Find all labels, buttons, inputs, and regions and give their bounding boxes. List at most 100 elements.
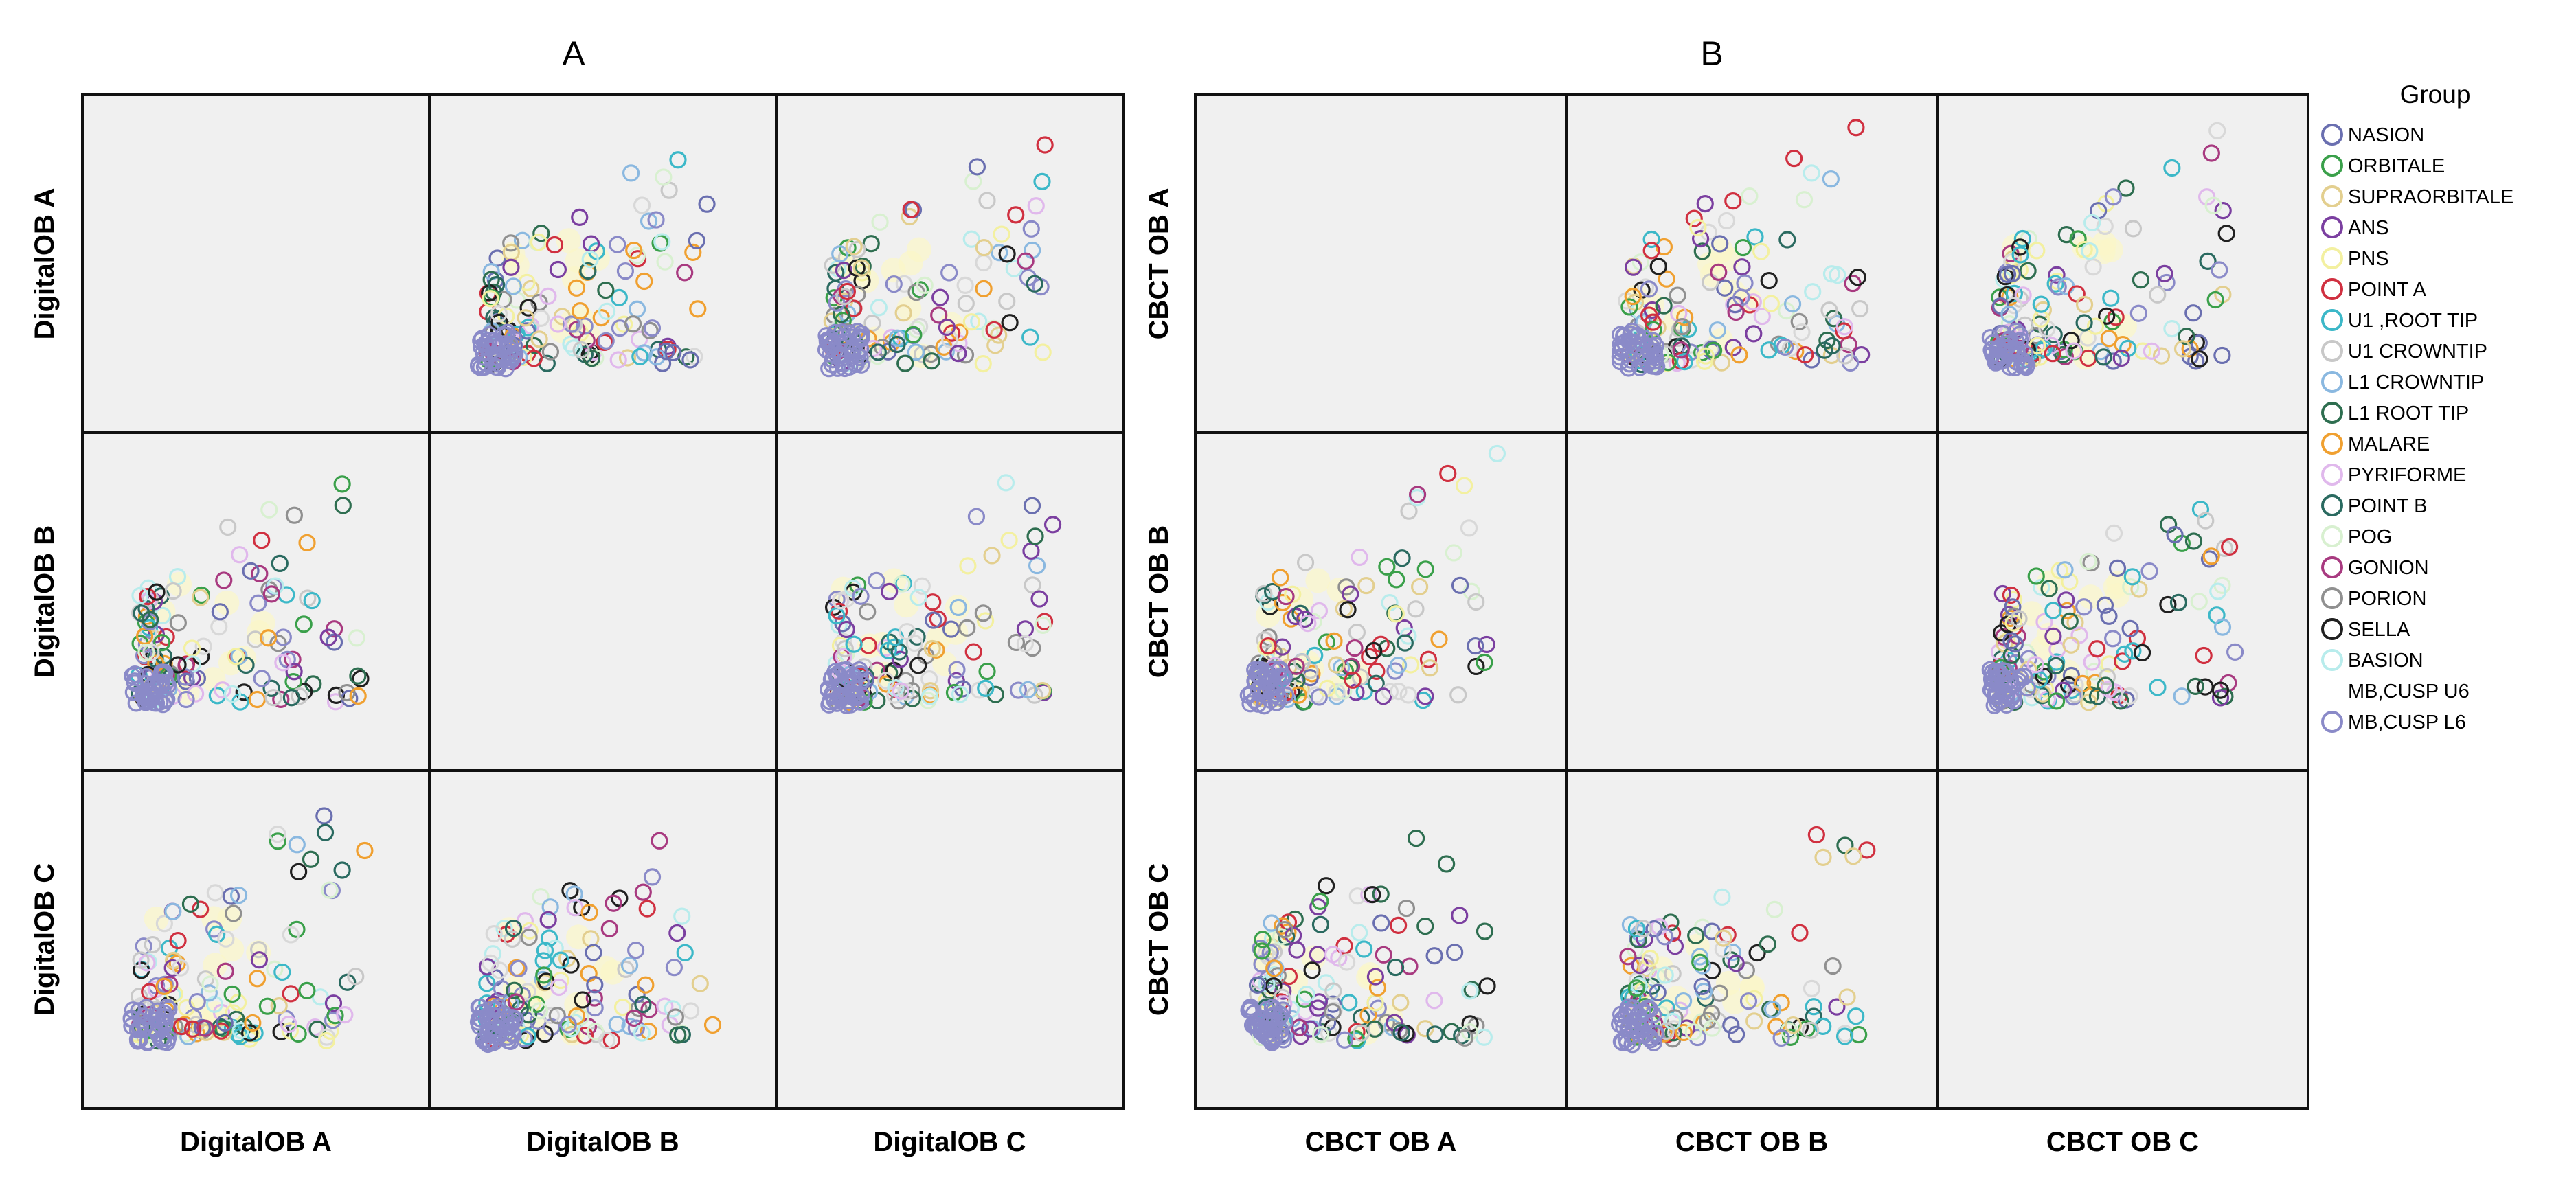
scatter-point bbox=[215, 571, 233, 589]
scatter-point bbox=[1664, 1024, 1682, 1042]
scatter-point bbox=[2112, 349, 2130, 367]
scatter-point bbox=[985, 321, 1003, 339]
scatter-point bbox=[2023, 689, 2041, 707]
scatter-point bbox=[1027, 197, 1045, 215]
scatter-point bbox=[668, 924, 686, 942]
scatter-point bbox=[1258, 665, 1276, 683]
scatter-point bbox=[888, 329, 906, 347]
scatter-point bbox=[583, 350, 601, 367]
scatter-point bbox=[991, 244, 1008, 262]
scatter-point bbox=[2058, 602, 2076, 619]
scatter-point bbox=[2191, 500, 2210, 519]
scatter-point bbox=[1656, 966, 1674, 984]
scatter-point bbox=[1997, 686, 2015, 704]
scatter-point bbox=[484, 335, 501, 353]
matrix-cell bbox=[1194, 769, 1568, 1110]
scatter-point bbox=[2158, 273, 2176, 292]
scatter-point bbox=[1619, 948, 1637, 966]
scatter-point bbox=[231, 1021, 249, 1040]
scatter-point bbox=[1239, 686, 1257, 704]
scatter-point bbox=[1732, 288, 1750, 306]
scatter-point bbox=[633, 196, 651, 214]
scatter-point bbox=[2123, 568, 2141, 586]
scatter-point bbox=[1625, 258, 1642, 276]
scatter-point bbox=[2050, 562, 2068, 580]
scatter-point bbox=[1351, 924, 1368, 942]
scatter-point bbox=[627, 1019, 645, 1037]
scatter-point bbox=[958, 619, 976, 637]
scatter-point bbox=[2047, 657, 2065, 674]
scatter-point bbox=[289, 1025, 307, 1043]
scatter-point bbox=[2181, 340, 2199, 358]
scatter-point bbox=[1451, 576, 1469, 594]
scatter-point bbox=[2211, 261, 2228, 279]
scatter-point bbox=[851, 693, 869, 711]
scatter-point bbox=[571, 302, 589, 320]
scatter-point bbox=[1714, 940, 1732, 958]
scatter-point bbox=[244, 1014, 262, 1032]
scatter-point bbox=[1016, 635, 1034, 652]
scatter-point bbox=[651, 832, 668, 850]
scatter-point bbox=[485, 925, 503, 943]
legend-item-label: NASION bbox=[2348, 124, 2424, 146]
scatter-point bbox=[2213, 618, 2232, 636]
scatter-point bbox=[148, 583, 166, 601]
scatter-point bbox=[262, 679, 280, 697]
scatter-point bbox=[836, 639, 854, 658]
scatter-point-shade bbox=[201, 667, 226, 692]
scatter-point bbox=[1614, 1034, 1631, 1051]
scatter-point bbox=[835, 333, 853, 351]
scatter-point bbox=[1710, 263, 1728, 281]
legend-title: Group bbox=[2400, 80, 2471, 109]
scatter-point bbox=[266, 960, 284, 978]
scatter-point bbox=[348, 629, 365, 647]
scatter-point bbox=[2044, 602, 2062, 619]
scatter-point bbox=[2044, 345, 2061, 363]
scatter-point bbox=[1992, 665, 2010, 683]
scatter-point bbox=[1820, 301, 1838, 319]
scatter-point bbox=[1460, 519, 1478, 537]
scatter-point bbox=[913, 577, 931, 595]
scatter-point bbox=[2097, 676, 2114, 694]
row-axis-label: CBCT OB A bbox=[1144, 188, 1174, 340]
scatter-point bbox=[916, 276, 934, 294]
scatter-cell-points bbox=[817, 136, 1054, 378]
scatter-point bbox=[177, 690, 195, 709]
scatter-point bbox=[2048, 272, 2066, 291]
scatter-point bbox=[1001, 314, 1019, 332]
scatter-point bbox=[216, 962, 234, 980]
scatter-point bbox=[869, 343, 887, 361]
scatter-point bbox=[2079, 552, 2097, 571]
scatter-point bbox=[2100, 655, 2118, 673]
scatter-point bbox=[698, 195, 716, 213]
scatter-point bbox=[2114, 652, 2132, 670]
scatter-point bbox=[669, 151, 687, 169]
scatter-point bbox=[844, 328, 861, 346]
scatter-point bbox=[665, 959, 683, 977]
scatter-point bbox=[1400, 502, 1418, 520]
scatter-point bbox=[1303, 961, 1321, 979]
scatter-point bbox=[574, 991, 591, 1009]
scatter-point bbox=[485, 1026, 503, 1045]
scatter-point bbox=[1630, 977, 1648, 995]
scatter-point bbox=[2124, 642, 2142, 660]
scatter-point bbox=[539, 911, 557, 929]
scatter-point bbox=[530, 330, 548, 348]
scatter-point-shade bbox=[2112, 314, 2137, 339]
scatter-point bbox=[624, 315, 642, 333]
scatter-point bbox=[1311, 1026, 1330, 1044]
scatter-point bbox=[1324, 946, 1342, 964]
scatter-point bbox=[1296, 554, 1315, 571]
scatter-point bbox=[1795, 191, 1814, 209]
scatter-point bbox=[2169, 593, 2188, 611]
scatter-point bbox=[169, 656, 187, 674]
scatter-point bbox=[1790, 312, 1808, 330]
scatter-point bbox=[1836, 836, 1854, 854]
scatter-point bbox=[585, 944, 602, 961]
legend-marker bbox=[2321, 433, 2343, 455]
scatter-point bbox=[967, 508, 986, 525]
scatter-point bbox=[321, 881, 339, 899]
column-axis-label: CBCT OB A bbox=[1305, 1127, 1457, 1157]
scatter-point bbox=[1338, 953, 1356, 971]
scatter-point bbox=[1722, 1016, 1740, 1034]
